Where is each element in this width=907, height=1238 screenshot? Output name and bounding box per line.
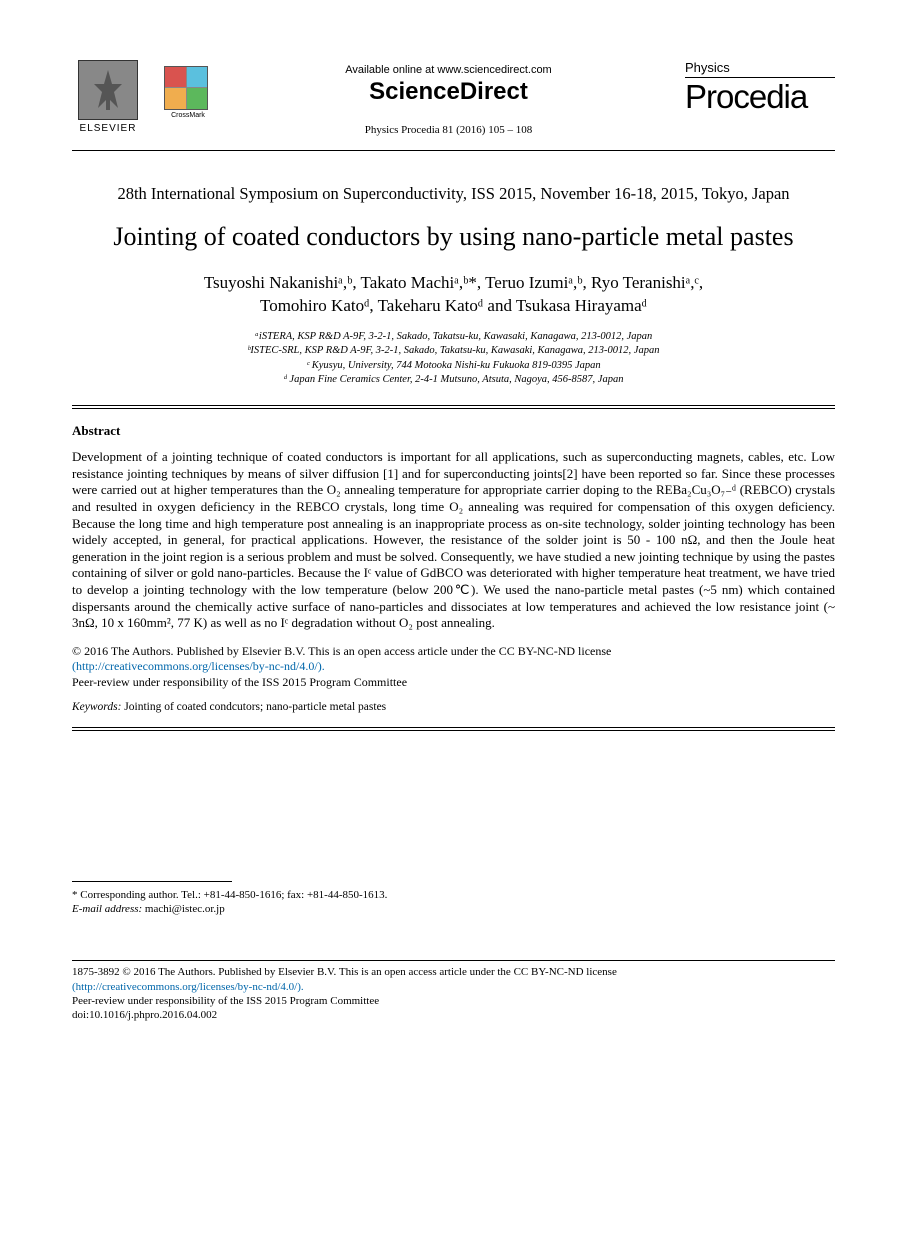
paper-title: Jointing of coated conductors by using n… — [72, 222, 835, 252]
copyright-block: © 2016 The Authors. Published by Elsevie… — [72, 644, 835, 691]
footnote-rule — [72, 881, 232, 882]
crossmark-badge[interactable]: CrossMark — [164, 66, 212, 119]
crossmark-label: CrossMark — [164, 112, 212, 119]
peer-review-line: Peer-review under responsibility of the … — [72, 675, 407, 689]
affiliation-c: ᶜ Kyusyu, University, 744 Motooka Nishi-… — [72, 359, 835, 373]
page-header: ELSEVIER CrossMark Available online at w… — [72, 60, 835, 142]
footer-issn-line: 1875-3892 © 2016 The Authors. Published … — [72, 966, 617, 978]
elsevier-label: ELSEVIER — [80, 123, 137, 134]
footer-block: 1875-3892 © 2016 The Authors. Published … — [72, 965, 835, 1022]
footer-peer-review: Peer-review under responsibility of the … — [72, 995, 379, 1007]
available-online-text: Available online at www.sciencedirect.co… — [212, 64, 685, 76]
crossmark-icon — [164, 66, 208, 110]
keywords-values: Jointing of coated condcutors; nano-part… — [121, 701, 386, 713]
abstract-heading: Abstract — [72, 423, 835, 439]
affiliation-d: ᵈ Japan Fine Ceramics Center, 2-4-1 Muts… — [72, 373, 835, 387]
email-address: machi@istec.or.jp — [142, 903, 225, 915]
affiliation-b: ᵇISTEC-SRL, KSP R&D A-9F, 3-2-1, Sakado,… — [72, 344, 835, 358]
email-label: E-mail address: — [72, 903, 142, 915]
affiliation-a: ᵃiSTERA, KSP R&D A-9F, 3-2-1, Sakado, Ta… — [72, 330, 835, 344]
keywords-label: Keywords: — [72, 701, 121, 713]
header-rule — [72, 150, 835, 151]
journal-branding: Physics Procedia — [685, 60, 835, 116]
doi-line: doi:10.1016/j.phpro.2016.04.002 — [72, 1009, 217, 1021]
footer-license-link[interactable]: (http://creativecommons.org/licenses/by-… — [72, 981, 304, 993]
authors-line-2: Tomohiro Katoᵈ, Takeharu Katoᵈ and Tsuka… — [260, 296, 647, 315]
license-link[interactable]: (http://creativecommons.org/licenses/by-… — [72, 659, 325, 673]
abstract-bottom-rule — [72, 727, 835, 731]
corr-author-line: * Corresponding author. Tel.: +81-44-850… — [72, 888, 835, 902]
header-left: ELSEVIER CrossMark — [72, 60, 212, 142]
footer-rule — [72, 960, 835, 961]
abstract-top-rule — [72, 405, 835, 409]
citation-line: Physics Procedia 81 (2016) 105 – 108 — [212, 124, 685, 136]
affiliations-block: ᵃiSTERA, KSP R&D A-9F, 3-2-1, Sakado, Ta… — [72, 330, 835, 387]
copyright-line: © 2016 The Authors. Published by Elsevie… — [72, 644, 611, 658]
journal-name: Procedia — [685, 78, 835, 116]
journal-category: Physics — [685, 60, 835, 78]
corresponding-author-footnote: * Corresponding author. Tel.: +81-44-850… — [72, 888, 835, 917]
conference-line: 28th International Symposium on Supercon… — [72, 183, 835, 204]
authors-block: Tsuyoshi Nakanishiᵃ,ᵇ, Takato Machiᵃ,ᵇ*,… — [72, 272, 835, 318]
authors-line-1: Tsuyoshi Nakanishiᵃ,ᵇ, Takato Machiᵃ,ᵇ*,… — [204, 273, 703, 292]
keywords-line: Keywords: Jointing of coated condcutors;… — [72, 701, 835, 713]
elsevier-tree-icon — [78, 60, 138, 120]
header-center: Available online at www.sciencedirect.co… — [212, 60, 685, 136]
abstract-body: Development of a jointing technique of c… — [72, 449, 835, 632]
sciencedirect-logo-text: ScienceDirect — [212, 78, 685, 106]
elsevier-logo: ELSEVIER — [72, 60, 144, 142]
